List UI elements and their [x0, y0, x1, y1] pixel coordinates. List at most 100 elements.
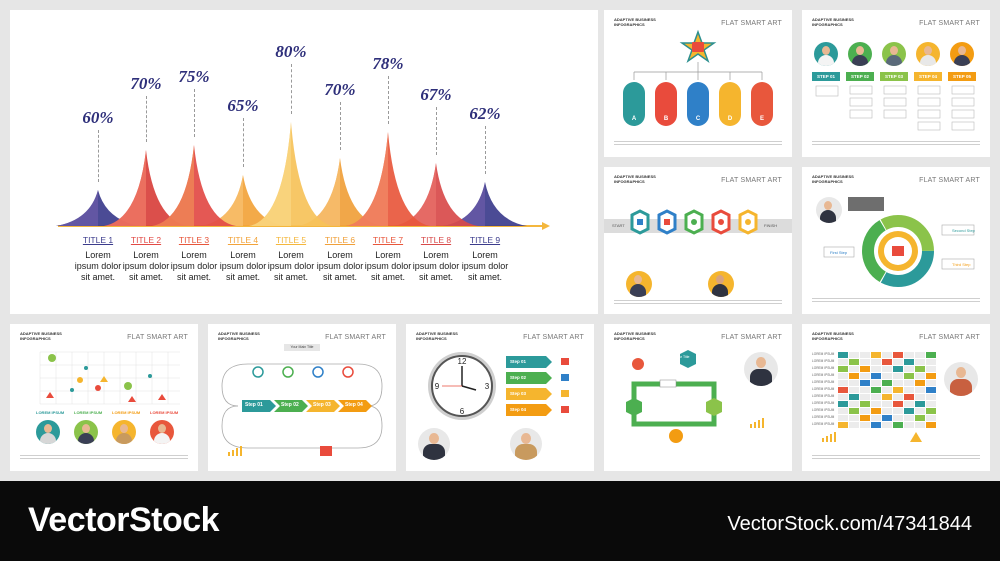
brand-label: ADAPTIVE BUSINESS INFOGRAPHICS	[218, 331, 260, 341]
slide-thumbnail-loop-steps[interactable]: ADAPTIVE BUSINESS INFOGRAPHICS FLAT SMAR…	[208, 324, 396, 471]
cycle-graphic	[823, 215, 975, 287]
brand-label: ADAPTIVE BUSINESS INFOGRAPHICS	[614, 331, 656, 341]
gantt-cell	[860, 352, 870, 358]
cycle-label: Second Step	[952, 228, 975, 233]
percent-label: 65%	[227, 96, 259, 115]
gantt-row-label: LOREM IPSUM	[812, 380, 835, 384]
gantt-row-label: LOREM IPSUM	[812, 422, 835, 426]
footer-placeholder-text	[20, 455, 188, 461]
gantt-cell	[860, 359, 870, 365]
gantt-cell	[904, 352, 914, 358]
peak-highlight-2	[104, 150, 146, 226]
percent-label: 75%	[178, 67, 210, 86]
footer-placeholder-text	[812, 141, 980, 147]
slide-thumbnail-team-steps[interactable]: ADAPTIVE BUSINESS INFOGRAPHICS FLAT SMAR…	[802, 10, 990, 157]
gantt-cell	[893, 380, 903, 386]
flat-smart-art-label: FLAT SMART ART	[721, 334, 782, 341]
gantt-cell	[849, 352, 859, 358]
gantt-cell	[915, 373, 925, 379]
gantt-cell	[871, 387, 881, 393]
avatar	[916, 42, 940, 66]
avatar	[112, 420, 136, 444]
slide-thumbnail-scatter[interactable]: ADAPTIVE BUSINESS INFOGRAPHICS FLAT SMAR…	[10, 324, 198, 471]
gantt-row-label: LOREM IPSUM	[812, 359, 835, 363]
gantt-cell	[893, 359, 903, 365]
percent-label: 80%	[275, 42, 307, 61]
leader-line	[146, 96, 147, 142]
gantt-cell	[838, 373, 848, 379]
slide-thumbnail-cycle[interactable]: ADAPTIVE BUSINESS INFOGRAPHICS FLAT SMAR…	[802, 167, 990, 314]
loop-step-label: Step 01	[245, 402, 263, 408]
slide-thumbnail-gantt[interactable]: ADAPTIVE BUSINESS INFOGRAPHICS FLAT SMAR…	[802, 324, 990, 471]
avatar	[418, 428, 450, 460]
avatar	[626, 271, 652, 297]
gantt-cell	[849, 387, 859, 393]
flat-smart-art-label: FLAT SMART ART	[523, 334, 584, 341]
avatar	[36, 420, 60, 444]
avatar	[150, 420, 174, 444]
gantt-cell	[860, 401, 870, 407]
gantt-cell	[849, 373, 859, 379]
footer-placeholder-text	[812, 298, 980, 304]
gantt-cell	[882, 373, 892, 379]
gantt-cell	[849, 422, 859, 428]
gantt-cell	[882, 408, 892, 414]
gantt-cell	[915, 415, 925, 421]
avatar	[814, 42, 838, 66]
gantt-cell	[915, 352, 925, 358]
scatter-label: LOREM IPSUM	[74, 410, 103, 415]
gantt-cell	[882, 366, 892, 372]
column-title: TITLE 9	[469, 235, 501, 245]
gantt-cell	[838, 352, 848, 358]
percent-label: 60%	[82, 108, 114, 127]
peak-chart	[56, 122, 550, 230]
peak-highlight-6	[298, 158, 340, 226]
flat-smart-art-label: FLAT SMART ART	[325, 334, 386, 341]
column-title: TITLE 3	[178, 235, 210, 245]
avatar	[510, 428, 542, 460]
slide-thumbnail-clock[interactable]: ADAPTIVE BUSINESS INFOGRAPHICS FLAT SMAR…	[406, 324, 594, 471]
org-pill-a: A	[623, 82, 645, 126]
gantt-cell	[904, 408, 914, 414]
percent-label: 62%	[469, 104, 501, 123]
brand-label: ADAPTIVE BUSINESS INFOGRAPHICS	[20, 331, 62, 341]
slide-thumbnail-process-chain[interactable]: ADAPTIVE BUSINESS INFOGRAPHICS FLAT SMAR…	[604, 167, 792, 314]
gantt-row-label: LOREM IPSUM	[812, 415, 835, 419]
column-description: Lorem ipsum dolor sit amet.	[122, 250, 170, 282]
gantt-cell	[926, 401, 936, 407]
loop-step-label: Step 02	[281, 402, 299, 408]
gantt-cell	[871, 394, 881, 400]
slide-thumbnail-flow[interactable]: ADAPTIVE BUSINESS INFOGRAPHICS FLAT SMAR…	[604, 324, 792, 471]
gantt-cell	[849, 366, 859, 372]
svg-text:3: 3	[485, 382, 490, 391]
peak-highlight-5	[249, 122, 291, 226]
brand-label: ADAPTIVE BUSINESS INFOGRAPHICS	[416, 331, 458, 341]
flat-smart-art-label: FLAT SMART ART	[919, 177, 980, 184]
avatar	[816, 197, 842, 223]
gantt-cell	[926, 359, 936, 365]
percent-label: 78%	[372, 54, 404, 73]
percent-label: 67%	[420, 85, 452, 104]
org-pill-b: B	[655, 82, 677, 126]
gantt-cell	[893, 352, 903, 358]
svg-text:9: 9	[435, 382, 440, 391]
clock-graphic: 12 3 6 9	[428, 352, 569, 420]
gantt-cell	[893, 373, 903, 379]
flow-graphic	[626, 350, 764, 443]
gantt-cell	[882, 380, 892, 386]
org-pill-c: C	[687, 82, 709, 126]
column-title: TITLE 4	[227, 235, 259, 245]
leader-line	[340, 102, 341, 150]
step-label: STEP 02	[846, 72, 874, 81]
gantt-cell	[926, 380, 936, 386]
slide-thumbnail-org-chart[interactable]: ADAPTIVE BUSINESS INFOGRAPHICS FLAT SMAR…	[604, 10, 792, 157]
gantt-cell	[871, 352, 881, 358]
gantt-cell	[904, 380, 914, 386]
scatter-label: LOREM IPSUM	[150, 410, 179, 415]
gantt-cell	[838, 401, 848, 407]
column-description: Lorem ipsum dolor sit amet.	[219, 250, 267, 282]
gantt-cell	[871, 366, 881, 372]
leader-line	[194, 89, 195, 137]
cycle-label: First Step	[830, 250, 848, 255]
gantt-cell	[893, 408, 903, 414]
